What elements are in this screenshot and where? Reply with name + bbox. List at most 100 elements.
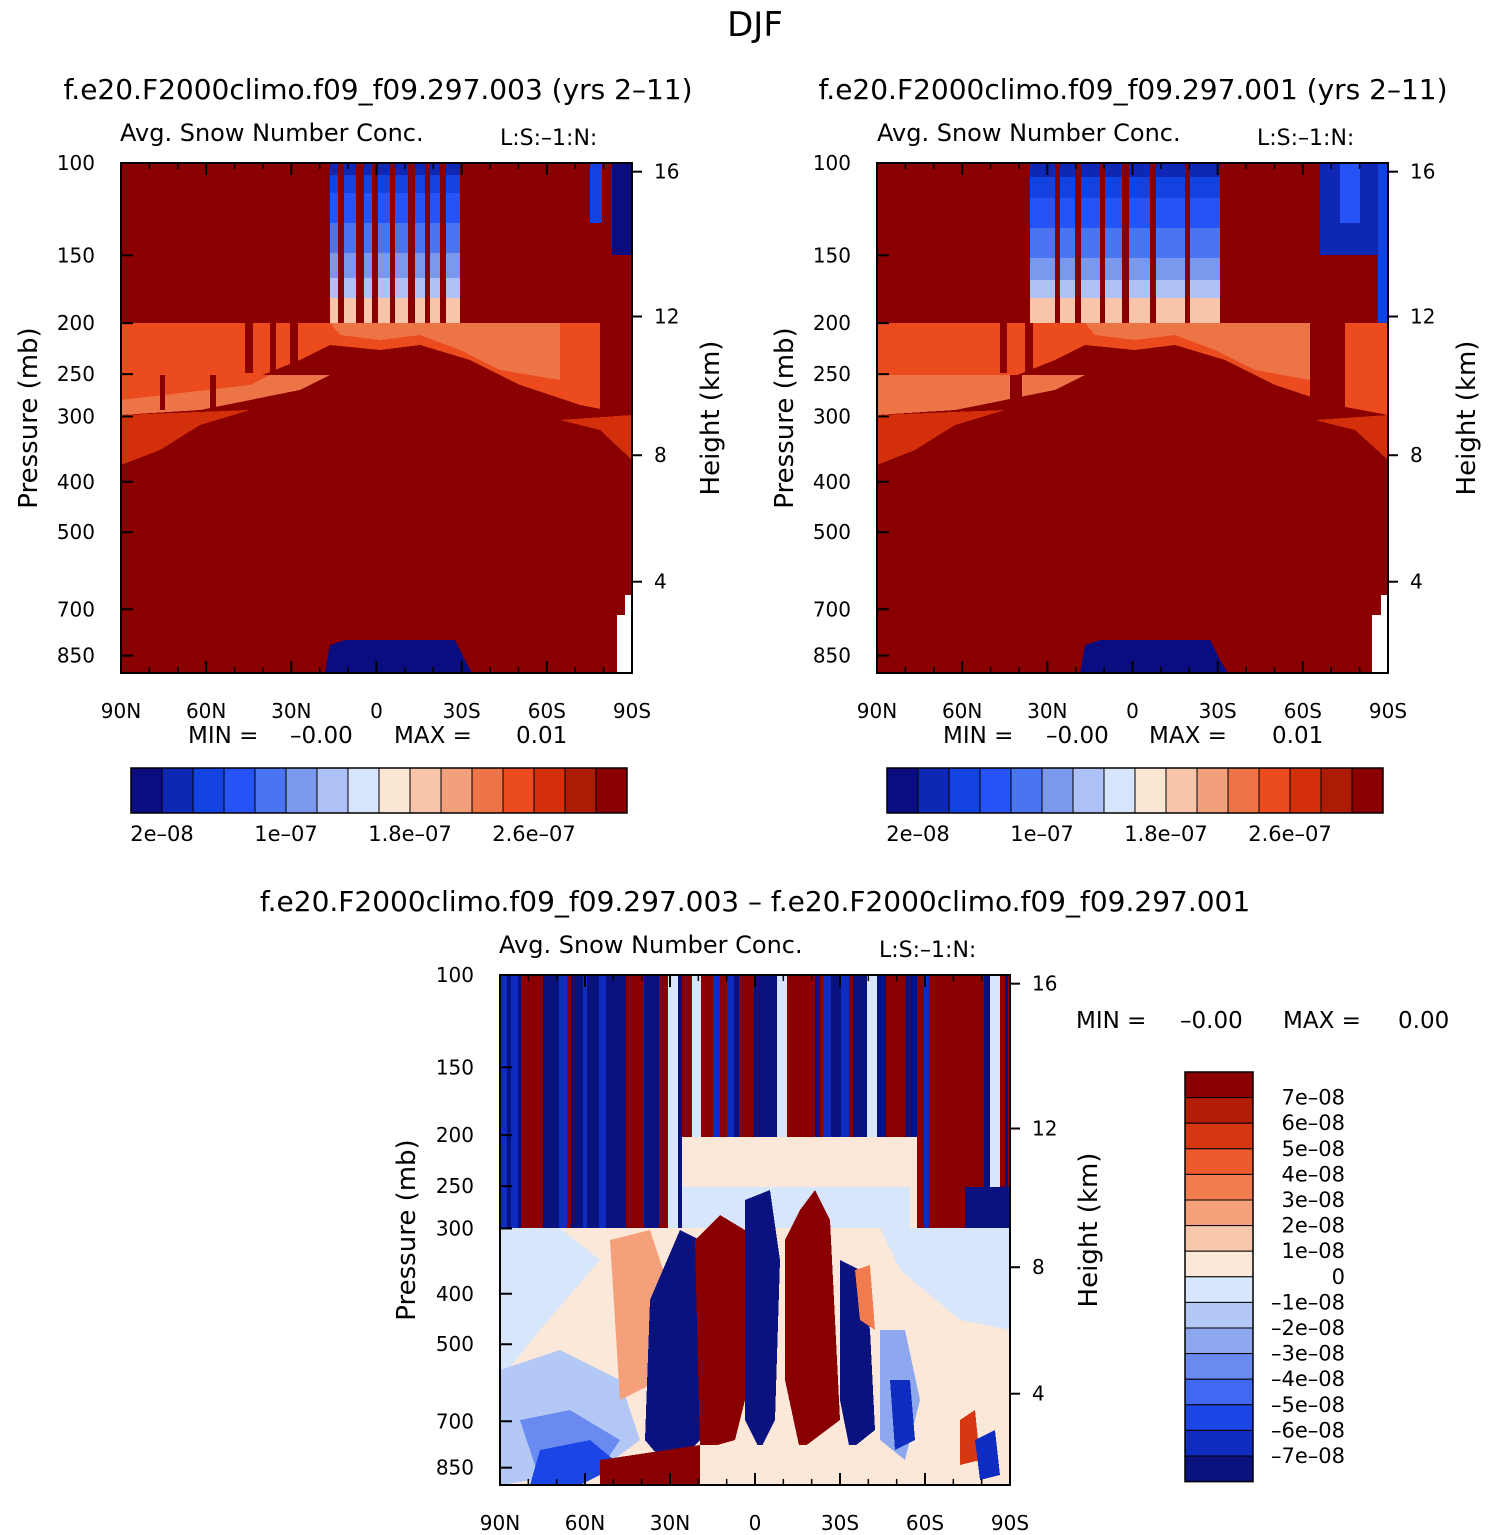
difference-stripe	[895, 975, 898, 1137]
colorbar-swatch	[1227, 767, 1260, 814]
y-tick-label: 250	[813, 362, 851, 386]
difference-stripe	[831, 975, 834, 1137]
colorbar-swatch	[1134, 767, 1167, 814]
colorbar-swatch	[161, 767, 194, 814]
difference-stripe	[841, 975, 849, 1137]
colorbar-swatch	[471, 767, 504, 814]
difference-stripe	[647, 975, 652, 1228]
colorbar-label: 2e–08	[1281, 1214, 1345, 1238]
colorbar-swatch	[1184, 1276, 1254, 1303]
difference-stripe	[529, 975, 534, 1228]
difference-stripe	[853, 975, 864, 1137]
max-label: MAX =	[1283, 1008, 1361, 1034]
y-tick-label: 500	[813, 520, 851, 544]
colorbar-label: 2e–08	[886, 822, 950, 846]
colorbar-label: –1e–08	[1271, 1290, 1345, 1314]
difference-stripe	[559, 975, 567, 1228]
colorbar-label: 3e–08	[1281, 1188, 1345, 1212]
difference-stripe	[960, 975, 967, 1228]
x-tick-label: 60N	[565, 1511, 605, 1535]
max-label: MAX =	[394, 723, 472, 749]
case-title: f.e20.F2000climo.f09_f09.297.001 (yrs 2–…	[818, 73, 1447, 106]
colorbar-label: 7e–08	[1281, 1086, 1345, 1110]
difference-stripe	[977, 975, 984, 1228]
max-value: 0.01	[516, 723, 567, 749]
difference-stripe	[974, 975, 977, 1228]
x-tick-label: 90S	[1369, 699, 1407, 723]
difference-stripe	[795, 975, 801, 1137]
difference-stripe	[615, 975, 619, 1228]
colorbar-swatch	[1184, 1148, 1254, 1175]
colorbar-frame	[886, 767, 1384, 814]
units-label: L:S:–1:N:	[879, 938, 976, 963]
difference-stripe	[815, 975, 820, 1137]
x-tick-label: 60S	[1284, 699, 1322, 723]
panel-top-right: f.e20.F2000climo.f09_f09.297.001 (yrs 2–…	[770, 73, 1482, 846]
difference-stripe	[507, 975, 511, 1228]
colorbar-swatch	[1041, 767, 1074, 814]
x-tick-label: 90S	[991, 1511, 1029, 1535]
y-axis-label: Pressure (mb)	[14, 327, 44, 508]
colorbar-label: –2e–08	[1271, 1316, 1345, 1340]
colorbar-swatch	[409, 767, 442, 814]
colorbar-swatch	[1165, 767, 1198, 814]
difference-stripe	[864, 975, 867, 1137]
colorbar-swatch	[502, 767, 535, 814]
colorbar-label: –6e–08	[1271, 1418, 1345, 1442]
colorbar-label: 1.8e–07	[368, 822, 452, 846]
difference-stripe	[937, 975, 947, 1228]
difference-stripe	[567, 975, 571, 1228]
colorbar-swatch	[1184, 1225, 1254, 1252]
colorbar-swatch	[917, 767, 950, 814]
difference-stripe	[599, 975, 606, 1228]
difference-stripe	[644, 975, 647, 1228]
colorbar-label: 1e–08	[1281, 1239, 1345, 1263]
colorbar-swatch	[1289, 767, 1322, 814]
case-title: f.e20.F2000climo.f09_f09.297.003 (yrs 2–…	[63, 73, 692, 106]
y-tick-label: 500	[57, 520, 95, 544]
x-tick-label: 30N	[1027, 699, 1067, 723]
difference-stripe	[749, 975, 754, 1137]
difference-stripe	[1000, 975, 1005, 1228]
y-tick-label: 300	[436, 1216, 474, 1240]
y-tick-label: 150	[57, 243, 95, 267]
x-tick-label: 0	[749, 1511, 762, 1535]
plot-title: Avg. Snow Number Conc.	[499, 931, 803, 959]
colorbar-label: 1e–07	[254, 822, 318, 846]
difference-stripe	[713, 975, 720, 1137]
y-tick-label-right: 4	[1032, 1382, 1045, 1406]
difference-stripe	[606, 975, 615, 1228]
max-value: 0.01	[1272, 723, 1323, 749]
difference-stripe	[947, 975, 951, 1228]
colorbar-swatch	[1184, 1301, 1254, 1329]
difference-stripe	[877, 975, 886, 1137]
min-label: MIN =	[943, 723, 1013, 749]
difference-stripe	[1005, 975, 1008, 1228]
y-tick-label: 400	[813, 470, 851, 494]
colorbar-label: 0	[1332, 1265, 1345, 1289]
colorbar-swatch	[1320, 767, 1353, 814]
units-label: L:S:–1:N:	[1257, 126, 1354, 151]
y-tick-label-right: 4	[1410, 570, 1423, 594]
colorbar-swatch	[1010, 767, 1043, 814]
colorbar-swatch	[595, 767, 628, 814]
colorbar-swatch	[1184, 1353, 1254, 1380]
difference-stripe	[891, 975, 895, 1137]
colorbar-swatch	[1184, 1327, 1254, 1355]
colorbar-swatch	[316, 767, 349, 814]
difference-stripe	[739, 975, 749, 1137]
x-tick-label: 90N	[101, 699, 141, 723]
y-tick-label: 400	[436, 1282, 474, 1306]
min-label: MIN =	[1076, 1008, 1146, 1034]
difference-stripe	[754, 975, 765, 1137]
y-tick-label: 700	[57, 597, 95, 621]
difference-stripe	[951, 975, 960, 1228]
colorbar-swatch	[1184, 1455, 1254, 1483]
plot-title: Avg. Snow Number Conc.	[120, 119, 424, 147]
x-tick-label: 30N	[271, 699, 311, 723]
colorbar-swatch	[347, 767, 380, 814]
colorbar-swatch	[1196, 767, 1229, 814]
difference-stripe	[634, 975, 638, 1228]
y-tick-label-right: 16	[1032, 972, 1057, 996]
